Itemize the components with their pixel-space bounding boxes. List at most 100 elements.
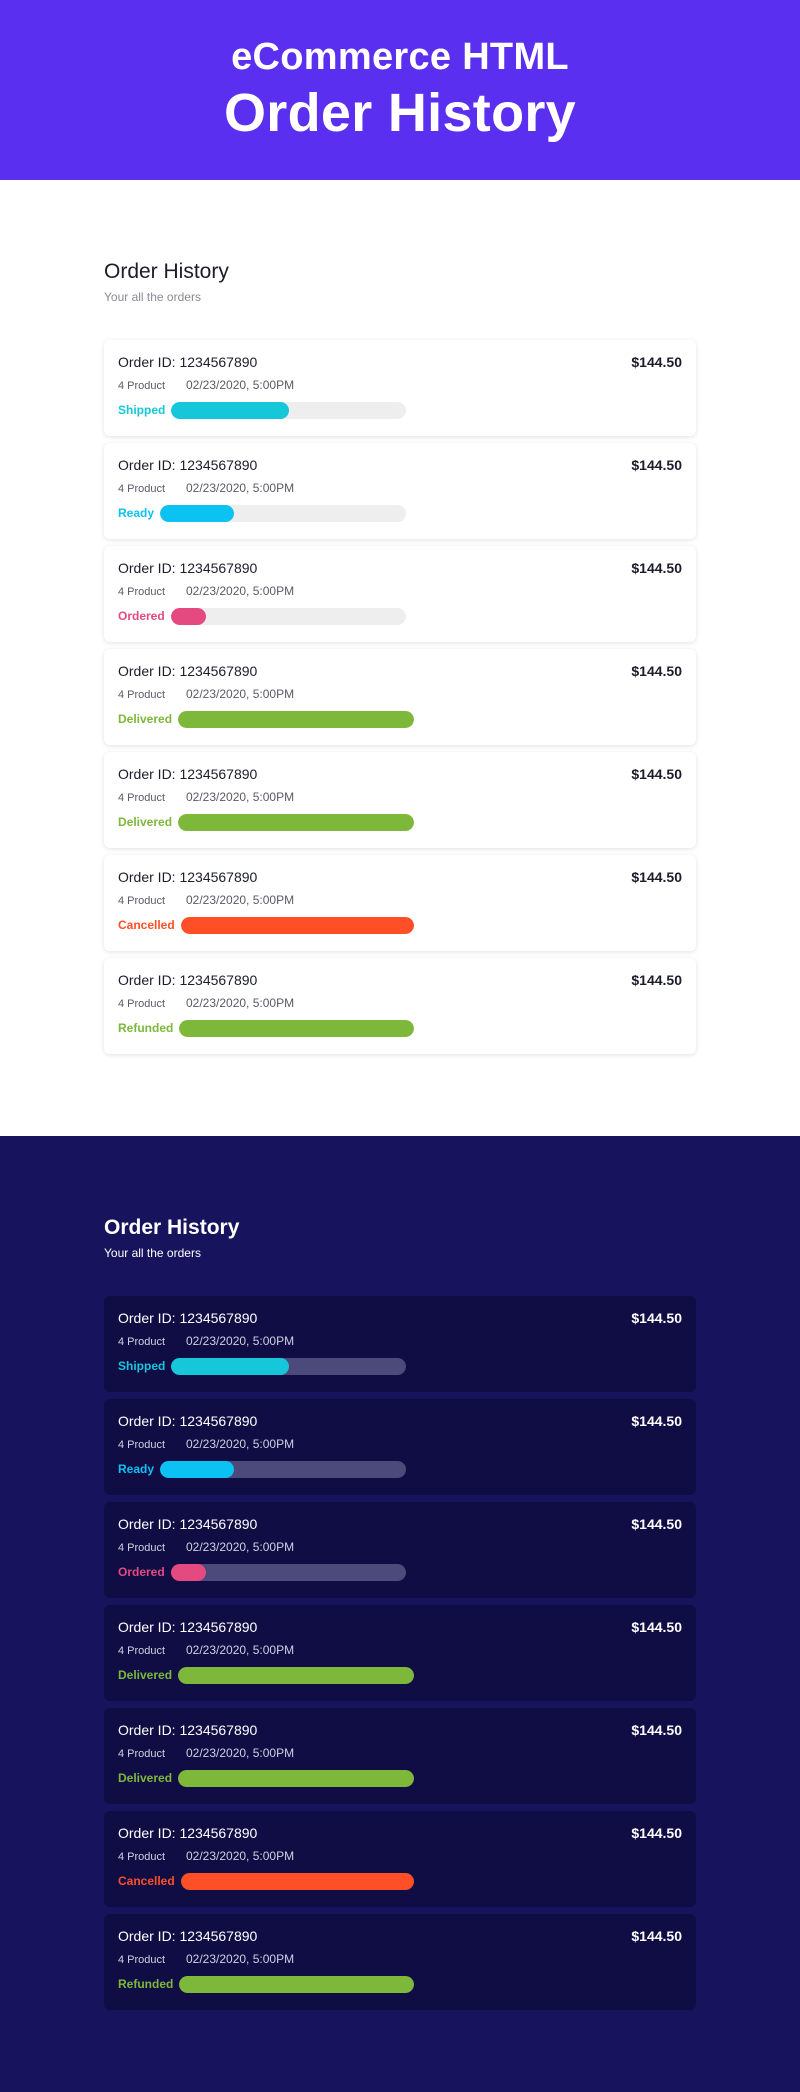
product-count: 4 Product: [118, 1748, 166, 1760]
order-datetime: 02/23/2020, 5:00PM: [186, 584, 295, 598]
order-history-dark: Order History Your all the orders Order …: [0, 1136, 800, 2092]
order-card[interactable]: Order ID: 1234567890 $144.50 4 Product 02/…: [104, 340, 696, 436]
progress-fill: [180, 1872, 414, 1890]
order-datetime: 02/23/2020, 5:00PM: [186, 1334, 295, 1348]
order-datetime: 02/23/2020, 5:00PM: [186, 893, 295, 907]
progress-fill: [178, 710, 415, 728]
order-datetime: 02/23/2020, 5:00PM: [186, 996, 295, 1010]
order-card[interactable]: Order ID: 1234567890 $144.50 4 Product 02/…: [104, 649, 696, 745]
order-id: Order ID: 1234567890: [118, 972, 258, 988]
progress-fill: [178, 813, 415, 831]
order-price: $144.50: [631, 1516, 682, 1532]
status-label: Cancelled: [118, 918, 175, 932]
order-datetime: 02/23/2020, 5:00PM: [186, 790, 295, 804]
order-price: $144.50: [631, 354, 682, 370]
order-datetime: 02/23/2020, 5:00PM: [186, 1437, 295, 1451]
order-card[interactable]: Order ID: 1234567890 $144.50 4 Product 02/…: [104, 1811, 696, 1907]
order-price: $144.50: [631, 1619, 682, 1635]
order-card[interactable]: Order ID: 1234567890 $144.50 4 Product 02/…: [104, 855, 696, 951]
progress-fill: [160, 1460, 234, 1478]
order-price: $144.50: [631, 663, 682, 679]
order-id: Order ID: 1234567890: [118, 354, 258, 370]
order-id: Order ID: 1234567890: [118, 1310, 258, 1326]
order-id: Order ID: 1234567890: [118, 457, 258, 473]
progress-fill: [180, 916, 414, 934]
product-count: 4 Product: [118, 1645, 166, 1657]
progress-track: [170, 1563, 406, 1581]
status-label: Shipped: [118, 403, 166, 417]
section-title: Order History: [104, 1216, 240, 1239]
order-card[interactable]: Order ID: 1234567890 $144.50 4 Product 02/…: [104, 1605, 696, 1701]
order-card[interactable]: Order ID: 1234567890 $144.50 4 Product 02/…: [104, 1296, 696, 1392]
order-datetime: 02/23/2020, 5:00PM: [186, 378, 295, 392]
status-label: Ready: [118, 506, 155, 520]
progress-track: [178, 1769, 415, 1787]
order-price: $144.50: [631, 766, 682, 782]
order-price: $144.50: [631, 972, 682, 988]
status-label: Ready: [118, 1462, 155, 1476]
order-list: Order ID: 1234567890 $144.50 4 Product 02/…: [104, 340, 696, 1054]
progress-track: [179, 1019, 415, 1037]
progress-track: [178, 1666, 415, 1684]
order-card[interactable]: Order ID: 1234567890 $144.50 4 Product 02/…: [104, 958, 696, 1054]
order-price: $144.50: [631, 457, 682, 473]
status-label: Refunded: [118, 1977, 174, 1991]
order-price: $144.50: [631, 869, 682, 885]
status-label: Ordered: [118, 1565, 165, 1579]
product-count: 4 Product: [118, 483, 166, 495]
progress-fill: [171, 401, 289, 419]
hero-title: Order History: [224, 83, 576, 143]
section-subtitle: Your all the orders: [104, 290, 201, 304]
product-count: 4 Product: [118, 792, 166, 804]
status-label: Delivered: [118, 1668, 173, 1682]
progress-track: [171, 401, 407, 419]
product-count: 4 Product: [118, 895, 166, 907]
order-card[interactable]: Order ID: 1234567890 $144.50 4 Product 02/…: [104, 1914, 696, 2010]
order-datetime: 02/23/2020, 5:00PM: [186, 1849, 295, 1863]
order-id: Order ID: 1234567890: [118, 1825, 258, 1841]
progress-track: [170, 607, 406, 625]
order-id: Order ID: 1234567890: [118, 1413, 258, 1429]
product-count: 4 Product: [118, 689, 166, 701]
status-label: Refunded: [118, 1021, 174, 1035]
order-id: Order ID: 1234567890: [118, 1722, 258, 1738]
order-price: $144.50: [631, 1928, 682, 1944]
order-datetime: 02/23/2020, 5:00PM: [186, 687, 295, 701]
order-card[interactable]: Order ID: 1234567890 $144.50 4 Product 02/…: [104, 546, 696, 642]
product-count: 4 Product: [118, 380, 166, 392]
product-count: 4 Product: [118, 1336, 166, 1348]
order-price: $144.50: [631, 1722, 682, 1738]
status-label: Ordered: [118, 609, 165, 623]
order-card[interactable]: Order ID: 1234567890 $144.50 4 Product 02/…: [104, 1502, 696, 1598]
status-label: Delivered: [118, 712, 173, 726]
order-id: Order ID: 1234567890: [118, 1516, 258, 1532]
progress-fill: [170, 1563, 206, 1581]
product-count: 4 Product: [118, 998, 166, 1010]
order-datetime: 02/23/2020, 5:00PM: [186, 1643, 295, 1657]
order-id: Order ID: 1234567890: [118, 560, 258, 576]
order-id: Order ID: 1234567890: [118, 663, 258, 679]
progress-track: [178, 710, 415, 728]
status-label: Shipped: [118, 1359, 166, 1373]
progress-fill: [178, 1666, 415, 1684]
order-id: Order ID: 1234567890: [118, 1619, 258, 1635]
order-price: $144.50: [631, 560, 682, 576]
order-price: $144.50: [631, 1825, 682, 1841]
progress-fill: [171, 1357, 289, 1375]
progress-track: [178, 813, 415, 831]
order-id: Order ID: 1234567890: [118, 766, 258, 782]
order-price: $144.50: [631, 1310, 682, 1326]
progress-track: [180, 916, 414, 934]
order-card[interactable]: Order ID: 1234567890 $144.50 4 Product 02/…: [104, 1708, 696, 1804]
order-card[interactable]: Order ID: 1234567890 $144.50 4 Product 02/…: [104, 443, 696, 539]
progress-fill: [178, 1769, 415, 1787]
section-subtitle: Your all the orders: [104, 1246, 201, 1260]
section-title: Order History: [104, 260, 229, 283]
product-count: 4 Product: [118, 1542, 166, 1554]
progress-track: [160, 504, 407, 522]
progress-fill: [170, 607, 206, 625]
progress-track: [180, 1872, 414, 1890]
order-card[interactable]: Order ID: 1234567890 $144.50 4 Product 02/…: [104, 752, 696, 848]
order-card[interactable]: Order ID: 1234567890 $144.50 4 Product 02/…: [104, 1399, 696, 1495]
progress-fill: [179, 1975, 415, 1993]
